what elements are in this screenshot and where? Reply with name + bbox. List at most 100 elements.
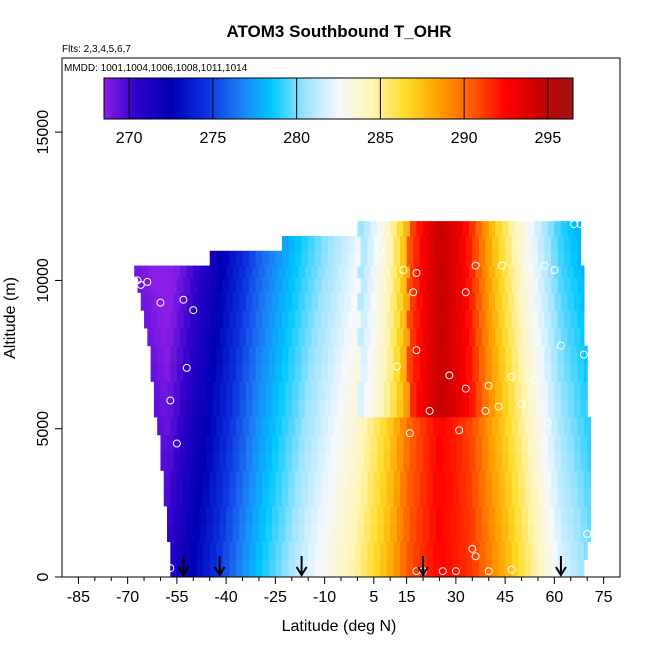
heatmap-cell bbox=[373, 559, 381, 577]
heatmap-cell bbox=[432, 488, 441, 507]
heatmap-cell bbox=[235, 363, 244, 382]
heatmap-cell bbox=[295, 541, 303, 560]
colorbar-swatch bbox=[197, 78, 203, 119]
heatmap-cell bbox=[167, 399, 175, 418]
heatmap-cell bbox=[363, 434, 372, 454]
heatmap-cell bbox=[363, 523, 372, 543]
heatmap-cell bbox=[203, 345, 211, 365]
heatmap-cell bbox=[485, 559, 493, 577]
heatmap-cell bbox=[190, 345, 198, 365]
heatmap-cell bbox=[564, 310, 572, 329]
heatmap-cell bbox=[403, 505, 411, 525]
heatmap-cell bbox=[360, 345, 368, 365]
heatmap-cell bbox=[439, 277, 447, 293]
heatmap-cell bbox=[226, 327, 234, 347]
heatmap-cell bbox=[239, 452, 247, 471]
heatmap-cell bbox=[505, 345, 513, 365]
heatmap-cell bbox=[344, 292, 352, 311]
heatmap-cell bbox=[469, 327, 477, 347]
heatmap-cell bbox=[498, 416, 506, 436]
heatmap-cell bbox=[314, 416, 322, 436]
heatmap-cell bbox=[173, 452, 181, 471]
heatmap-cell bbox=[199, 523, 208, 543]
heatmap-cell bbox=[242, 250, 250, 267]
sample-point bbox=[425, 406, 434, 415]
heatmap-cell bbox=[574, 327, 582, 347]
heatmap-cell bbox=[176, 559, 185, 577]
heatmap-cell bbox=[275, 488, 283, 507]
heatmap-cell bbox=[186, 265, 194, 279]
heatmap-cell bbox=[403, 381, 411, 400]
heatmap-cell bbox=[278, 434, 286, 454]
heatmap-cell bbox=[475, 292, 483, 311]
heatmap-cell bbox=[347, 559, 355, 577]
heatmap-cell bbox=[419, 310, 427, 329]
heatmap-cell bbox=[501, 452, 509, 471]
heatmap-cell bbox=[367, 310, 375, 329]
heatmap-cell bbox=[357, 523, 365, 543]
heatmap-cell bbox=[314, 541, 322, 560]
colorbar-swatch bbox=[299, 78, 304, 119]
heatmap-cell bbox=[419, 416, 427, 436]
heatmap-cell bbox=[564, 363, 572, 382]
heatmap-cell bbox=[363, 327, 372, 347]
heatmap-cell bbox=[426, 416, 434, 436]
flight-marker-arrowhead bbox=[295, 566, 308, 577]
heatmap-cell bbox=[413, 559, 421, 577]
heatmap-cell bbox=[341, 235, 349, 252]
heatmap-cell bbox=[331, 523, 339, 543]
flight-marker-arrowhead bbox=[417, 566, 429, 577]
heatmap-cell bbox=[206, 327, 214, 347]
heatmap-cell bbox=[409, 221, 418, 237]
sample-point bbox=[166, 564, 175, 573]
heatmap-cell bbox=[564, 488, 572, 507]
heatmap-cell bbox=[455, 381, 464, 400]
heatmap-cell bbox=[265, 505, 273, 525]
heatmap-cell bbox=[377, 292, 385, 311]
heatmap-cell bbox=[281, 277, 290, 293]
heatmap-cell bbox=[583, 363, 588, 382]
heatmap-cell bbox=[485, 345, 493, 365]
heatmap-cell bbox=[524, 470, 532, 489]
heatmap-cell bbox=[426, 235, 434, 252]
colorbar-swatch bbox=[436, 78, 441, 119]
heatmap-cell bbox=[544, 559, 552, 577]
colorbar-swatch bbox=[569, 78, 574, 119]
heatmap-cell bbox=[518, 363, 526, 382]
heatmap-cell bbox=[258, 265, 267, 279]
x-tick-label: 30 bbox=[447, 589, 465, 606]
heatmap-cell bbox=[295, 250, 303, 267]
heatmap-cell bbox=[239, 399, 247, 418]
heatmap-cell bbox=[367, 277, 375, 293]
colorbar-swatch bbox=[123, 78, 128, 119]
heatmap-cell bbox=[560, 292, 569, 311]
heatmap-cell bbox=[327, 559, 336, 577]
heatmap-cell bbox=[423, 434, 431, 454]
flights-label: Flts: 2,3,4,5,6,7 bbox=[62, 44, 131, 55]
heatmap-cell bbox=[298, 327, 306, 347]
sample-point bbox=[576, 220, 585, 229]
heatmap-cell bbox=[518, 559, 526, 577]
heatmap-cell bbox=[232, 265, 240, 279]
heatmap-cell bbox=[537, 470, 546, 489]
colorbar-swatch bbox=[279, 78, 285, 119]
heatmap-cell bbox=[446, 250, 454, 267]
heatmap-cell bbox=[547, 452, 555, 471]
heatmap-cell bbox=[406, 488, 414, 507]
heatmap-cell bbox=[446, 416, 454, 436]
heatmap-cell bbox=[587, 505, 592, 525]
heatmap-cell bbox=[432, 416, 441, 436]
heatmap-cell bbox=[229, 363, 237, 382]
heatmap-cell bbox=[288, 363, 296, 382]
heatmap-cell bbox=[157, 345, 165, 365]
heatmap-cell bbox=[288, 488, 296, 507]
heatmap-cell bbox=[258, 381, 267, 400]
colorbar-swatch bbox=[213, 78, 218, 119]
heatmap-cell bbox=[180, 399, 188, 418]
colorbar-swatch bbox=[377, 78, 382, 119]
heatmap-cell bbox=[413, 416, 421, 436]
heatmap-cell bbox=[219, 505, 227, 525]
heatmap-cell bbox=[308, 310, 316, 329]
heatmap-cell bbox=[285, 434, 293, 454]
heatmap-cell bbox=[393, 559, 401, 577]
